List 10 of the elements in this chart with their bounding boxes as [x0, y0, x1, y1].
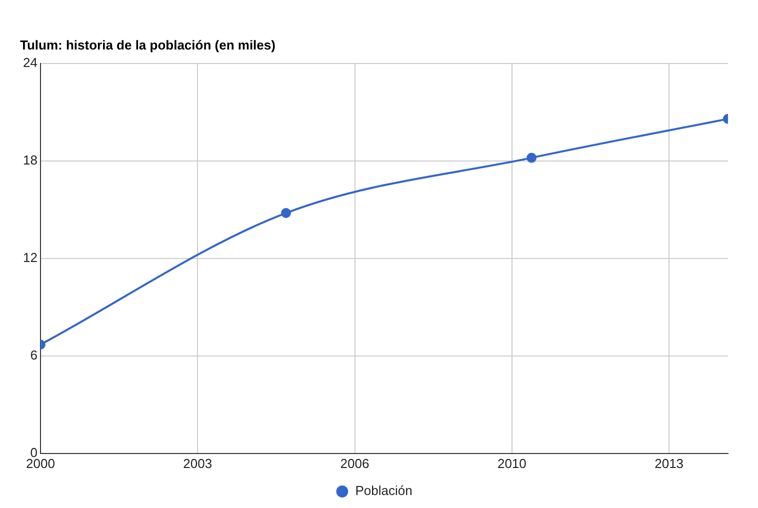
- y-tick-label: 24: [22, 55, 38, 70]
- legend-label: Población: [355, 483, 412, 498]
- y-tick-label: 18: [22, 152, 38, 168]
- y-tick-label: 12: [22, 250, 38, 266]
- x-tick-label: 2013: [654, 456, 684, 471]
- chart-title: Tulum: historia de la población (en miles): [20, 37, 276, 52]
- y-tick-label: 6: [30, 348, 38, 363]
- x-tick-label: 2006: [340, 456, 370, 471]
- x-tick-label: 2010: [497, 456, 526, 471]
- x-tick-label: 2003: [183, 456, 212, 471]
